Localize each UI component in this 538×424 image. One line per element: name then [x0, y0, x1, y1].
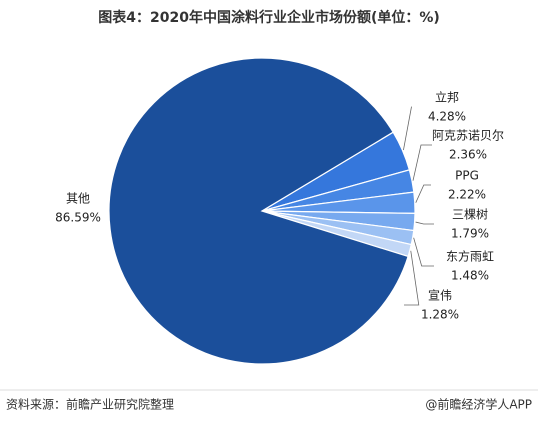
- chart-title: 图表4：2020年中国涂料行业企业市场份额(单位：%): [98, 9, 440, 26]
- slice-label: 其他: [66, 192, 90, 206]
- slice-value-label: 2.36%: [449, 148, 487, 162]
- slice-label: 宣伟: [428, 288, 452, 303]
- leader-line: [413, 237, 434, 267]
- slice-value-label: 2.22%: [448, 188, 486, 202]
- slice-label: 立邦: [435, 90, 459, 105]
- leader-line: [415, 221, 434, 225]
- slice-label: 三棵树: [452, 207, 488, 222]
- pie-slice: [108, 57, 409, 365]
- leader-line: [412, 144, 432, 181]
- slice-value-label: 1.79%: [451, 227, 489, 241]
- credit: @前瞻经济学人APP: [425, 397, 532, 412]
- slice-value-label: 1.48%: [451, 269, 489, 283]
- slice-label: 阿克苏诺贝尔: [432, 128, 504, 143]
- slice-label: PPG: [455, 169, 479, 183]
- slice-value-label: 1.28%: [421, 308, 459, 322]
- leader-line: [415, 184, 431, 203]
- slice-value-label: 4.28%: [428, 110, 466, 124]
- source: 资料来源：前瞻产业研究院整理: [6, 397, 174, 412]
- slice-label: 东方雨虹: [446, 249, 494, 264]
- leader-line: [403, 106, 412, 151]
- slice-value-label: 86.59%: [55, 211, 101, 225]
- leader-line: [404, 250, 420, 306]
